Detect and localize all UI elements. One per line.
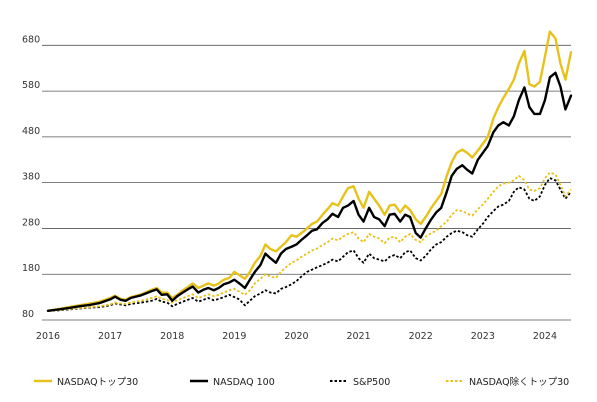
y-tick-label-80: 80 bbox=[22, 309, 34, 320]
legend: NASDAQトップ30 NASDAQ 100 S&P500 NASDAQ除くトッ… bbox=[34, 376, 569, 388]
x-tick-label-2018: 2018 bbox=[160, 331, 184, 342]
legend-label-nasdaq-ex-top30: NASDAQ除くトップ30 bbox=[469, 376, 569, 388]
y-tick-label-480: 480 bbox=[22, 126, 40, 137]
x-tick-label-2022: 2022 bbox=[409, 331, 433, 342]
series-lines bbox=[46, 30, 573, 313]
x-tick-label-2023: 2023 bbox=[471, 331, 495, 342]
y-tick-label-380: 380 bbox=[22, 172, 40, 183]
x-tick-label-2020: 2020 bbox=[284, 331, 308, 342]
gridlines bbox=[42, 44, 571, 321]
series-line-nasdaq-top30 bbox=[46, 30, 573, 313]
series-line-nasdaq-ex-top30 bbox=[47, 171, 572, 312]
legend-label-nasdaq-top30: NASDAQトップ30 bbox=[57, 377, 138, 388]
legend-item-sp500: S&P500 bbox=[330, 377, 390, 388]
legend-label-nasdaq100: NASDAQ 100 bbox=[213, 377, 275, 388]
series-line-nasdaq100 bbox=[46, 71, 573, 313]
series-line-sp500 bbox=[47, 177, 572, 312]
x-tick-label-2024: 2024 bbox=[533, 331, 557, 342]
legend-item-nasdaq-top30: NASDAQトップ30 bbox=[34, 377, 138, 388]
x-tick-label-2017: 2017 bbox=[98, 331, 122, 342]
x-axis-tick-labels: 2016 2017 2018 2019 2020 2021 2022 2023 2024 bbox=[36, 331, 557, 342]
x-tick-label-2019: 2019 bbox=[222, 331, 246, 342]
legend-item-nasdaq100: NASDAQ 100 bbox=[190, 377, 275, 388]
y-tick-label-280: 280 bbox=[22, 217, 40, 228]
legend-label-sp500: S&P500 bbox=[353, 377, 390, 388]
y-tick-label-680: 680 bbox=[22, 34, 40, 45]
legend-item-nasdaq-ex-top30: NASDAQ除くトップ30 bbox=[446, 376, 569, 388]
y-axis-tick-labels: 80 180 280 380 480 580 680 bbox=[22, 34, 40, 320]
x-tick-label-2021: 2021 bbox=[346, 331, 370, 342]
y-tick-label-580: 580 bbox=[22, 80, 40, 91]
y-tick-label-180: 180 bbox=[22, 263, 40, 274]
x-tick-label-2016: 2016 bbox=[36, 331, 60, 342]
